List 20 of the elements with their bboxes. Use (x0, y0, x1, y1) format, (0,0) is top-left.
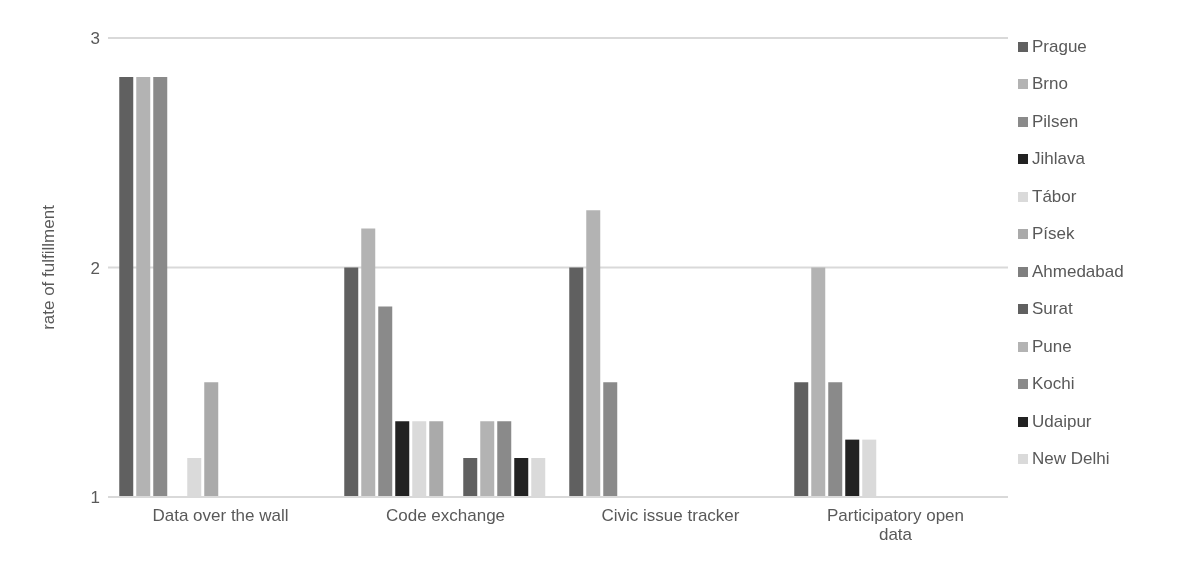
legend-label: Ahmedabad (1032, 261, 1124, 282)
y-tick-label: 1 (90, 488, 100, 508)
legend-label: Brno (1032, 74, 1068, 95)
x-tick-label: Civic issue tracker (601, 506, 740, 525)
legend-label: Prague (1032, 36, 1087, 57)
x-tick-label: Data over the wall (152, 506, 289, 525)
y-tick-label: 2 (90, 258, 100, 278)
legend-label: New Delhi (1032, 449, 1110, 470)
legend-label: Udaipur (1032, 411, 1092, 432)
legend-label: Pune (1032, 336, 1072, 357)
legend-label: Jihlava (1032, 149, 1085, 170)
legend-label: Pilsen (1032, 111, 1079, 132)
x-tick-label: Code exchange (385, 506, 506, 525)
legend-label: Surat (1032, 299, 1073, 320)
x-tick-label: Participatory open data (826, 506, 965, 544)
legend-label: Kochi (1032, 374, 1075, 395)
legend-label: Písek (1032, 224, 1075, 245)
y-tick-label: 3 (90, 29, 100, 49)
y-axis-title: rate of fulfillment (39, 204, 59, 330)
legend-label: Tábor (1032, 186, 1077, 207)
